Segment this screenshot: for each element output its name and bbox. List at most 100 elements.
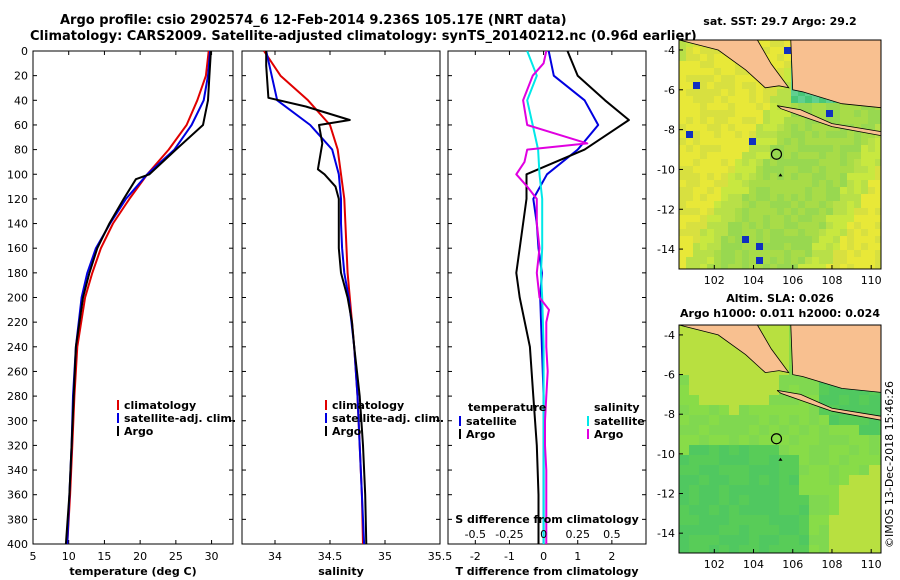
- map-cell: [739, 495, 749, 505]
- series-group-1: [263, 51, 368, 544]
- map-cell: [777, 138, 784, 145]
- land-polygon: [790, 40, 881, 109]
- map-cell: [749, 435, 759, 445]
- map-cell: [849, 425, 859, 435]
- legend-label: satellite-adj. clim.: [124, 412, 236, 425]
- map-cell: [769, 465, 779, 475]
- map-cell: [749, 465, 759, 475]
- x-axis-label: T difference from climatology: [455, 565, 638, 578]
- map-cell: [805, 173, 812, 180]
- map-cell: [699, 465, 709, 475]
- map-cell: [721, 75, 728, 82]
- map-cell: [721, 159, 728, 166]
- argo-track-marker: [778, 457, 783, 461]
- map-cell: [700, 215, 707, 222]
- map-cell: [826, 110, 833, 117]
- map-cell: [735, 194, 742, 201]
- map-cell: [805, 159, 812, 166]
- map-cell: [879, 405, 881, 415]
- map-cell: [749, 138, 756, 145]
- map-cell: [735, 187, 742, 194]
- map-cell: [875, 180, 881, 187]
- map-cell: [729, 475, 739, 485]
- map-cell: [709, 515, 719, 525]
- map-cell: [721, 180, 728, 187]
- map-cell: [707, 54, 714, 61]
- map-cell: [719, 435, 729, 445]
- map-cell: [686, 257, 693, 264]
- map-cell: [719, 415, 729, 425]
- map-cell: [700, 257, 707, 264]
- map-cell: [819, 166, 826, 173]
- map-cell: [749, 159, 756, 166]
- map-cell: [868, 166, 875, 173]
- map-cell: [805, 222, 812, 229]
- lat-tick-label: -4: [664, 44, 675, 57]
- map-cell: [739, 525, 749, 535]
- map-cell: [742, 124, 749, 131]
- map-cell: [769, 385, 779, 395]
- map-cell: [686, 110, 693, 117]
- map-cell: [693, 124, 700, 131]
- map-cell: [791, 180, 798, 187]
- map-cell: [812, 103, 819, 110]
- map-cell: [833, 187, 840, 194]
- map-cell: [777, 110, 784, 117]
- map-cell: [686, 61, 693, 68]
- map-cell: [689, 465, 699, 475]
- map-cell: [769, 495, 779, 505]
- map-cell: [861, 103, 868, 110]
- legend-label: climatology: [332, 399, 404, 412]
- map-cell: [749, 385, 759, 395]
- map-cell: [721, 250, 728, 257]
- map-cell: [849, 445, 859, 455]
- map-cell: [833, 201, 840, 208]
- x-tick-label: -2: [470, 550, 481, 563]
- map-cell: [812, 138, 819, 145]
- map-cell: [839, 385, 849, 395]
- map-cell: [719, 375, 729, 385]
- map-cell: [854, 103, 861, 110]
- map-cell: [879, 505, 881, 515]
- map-cell: [749, 194, 756, 201]
- map-cell: [721, 264, 728, 269]
- map-cell: [861, 110, 868, 117]
- map-cell: [739, 365, 749, 375]
- map-cell: [847, 166, 854, 173]
- series-line-argo: [265, 51, 368, 544]
- map-cell: [742, 264, 749, 269]
- map-cell: [679, 96, 686, 103]
- map-cell: [839, 435, 849, 445]
- map-cell: [714, 110, 721, 117]
- map-cell: [756, 145, 763, 152]
- map-cell: [849, 525, 859, 535]
- map-cell: [861, 236, 868, 243]
- map-cell: [749, 124, 756, 131]
- map-cell: [693, 215, 700, 222]
- map-cell: [812, 257, 819, 264]
- map-cell: [763, 243, 770, 250]
- map-cell: [875, 145, 881, 152]
- map-cell: [756, 110, 763, 117]
- map-cell: [819, 243, 826, 250]
- lon-tick-label: 108: [821, 274, 842, 287]
- map-cell: [707, 236, 714, 243]
- map-cell: [707, 166, 714, 173]
- map-cell: [769, 425, 779, 435]
- map-cell: [861, 180, 868, 187]
- map-cell: [749, 535, 759, 545]
- map-cell: [700, 138, 707, 145]
- map-cell: [735, 110, 742, 117]
- map-cell: [779, 435, 789, 445]
- land-polygon: [776, 390, 881, 421]
- map-cell: [805, 180, 812, 187]
- map-cell: [868, 124, 875, 131]
- map-cell: [777, 250, 784, 257]
- map-cell: [742, 145, 749, 152]
- map-cell: [854, 159, 861, 166]
- map-cell: [686, 250, 693, 257]
- map-cell: [686, 82, 693, 89]
- map-cell: [854, 201, 861, 208]
- map-cell: [791, 201, 798, 208]
- map-cell: [812, 159, 819, 166]
